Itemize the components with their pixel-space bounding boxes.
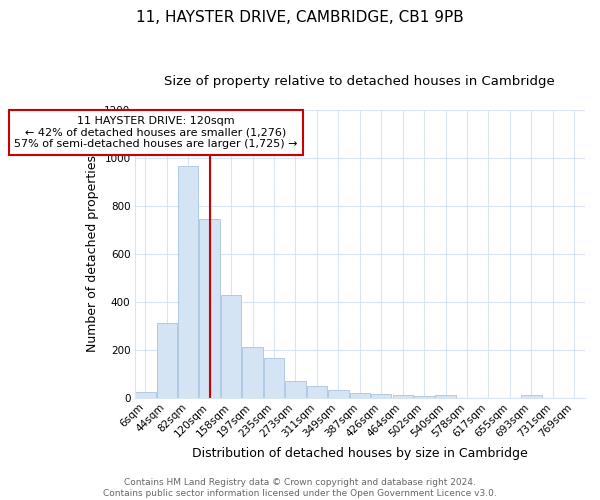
Bar	[264, 358, 284, 398]
Text: Contains HM Land Registry data © Crown copyright and database right 2024.
Contai: Contains HM Land Registry data © Crown c…	[103, 478, 497, 498]
Text: 11, HAYSTER DRIVE, CAMBRIDGE, CB1 9PB: 11, HAYSTER DRIVE, CAMBRIDGE, CB1 9PB	[136, 10, 464, 25]
Title: Size of property relative to detached houses in Cambridge: Size of property relative to detached ho…	[164, 75, 555, 88]
Bar	[414, 396, 434, 398]
Bar	[285, 381, 305, 398]
Bar	[521, 395, 542, 398]
Bar	[242, 348, 263, 398]
Bar	[221, 294, 241, 398]
Bar	[350, 393, 370, 398]
Y-axis label: Number of detached properties: Number of detached properties	[86, 156, 98, 352]
Bar	[392, 395, 413, 398]
Bar	[436, 395, 456, 398]
X-axis label: Distribution of detached houses by size in Cambridge: Distribution of detached houses by size …	[192, 447, 527, 460]
Bar	[307, 386, 327, 398]
Bar	[199, 219, 220, 398]
Bar	[371, 394, 391, 398]
Text: 11 HAYSTER DRIVE: 120sqm
← 42% of detached houses are smaller (1,276)
57% of sem: 11 HAYSTER DRIVE: 120sqm ← 42% of detach…	[14, 116, 298, 149]
Bar	[135, 392, 155, 398]
Bar	[157, 324, 177, 398]
Bar	[178, 166, 199, 398]
Bar	[328, 390, 349, 398]
